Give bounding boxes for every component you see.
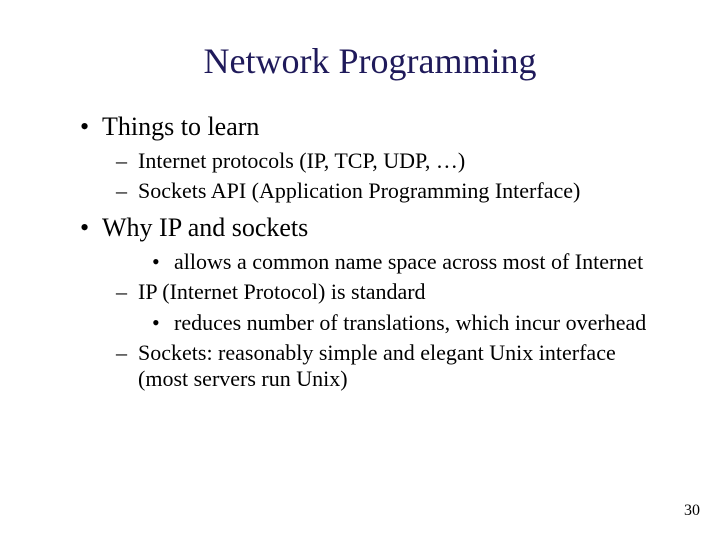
subbullet-sockets-api: –Sockets API (Application Programming In… [116, 178, 660, 204]
dash-marker: – [116, 279, 138, 305]
subsubbullet-namespace: •allows a common name space across most … [152, 249, 660, 275]
dash-marker: – [116, 340, 138, 393]
bullet-text: Sockets: reasonably simple and elegant U… [138, 340, 660, 393]
bullet-text: reduces number of translations, which in… [174, 310, 646, 336]
bullet-marker: • [80, 213, 102, 243]
bullet-text: allows a common name space across most o… [174, 249, 643, 275]
slide-title: Network Programming [80, 40, 660, 82]
bullet-why-ip: •Why IP and sockets [80, 213, 660, 243]
bullet-marker: • [152, 310, 174, 336]
bullet-text: Things to learn [102, 112, 259, 141]
bullet-marker: • [152, 249, 174, 275]
subbullet-ip-standard: –IP (Internet Protocol) is standard [116, 279, 660, 305]
page-number: 30 [684, 502, 700, 520]
dash-marker: – [116, 178, 138, 204]
bullet-text: Why IP and sockets [102, 213, 308, 242]
dash-marker: – [116, 148, 138, 174]
subbullet-protocols: –Internet protocols (IP, TCP, UDP, …) [116, 148, 660, 174]
bullet-text: Internet protocols (IP, TCP, UDP, …) [138, 148, 465, 174]
bullet-text: Sockets API (Application Programming Int… [138, 178, 580, 204]
bullet-text: IP (Internet Protocol) is standard [138, 279, 426, 305]
bullet-marker: • [80, 112, 102, 142]
bullet-things-to-learn: •Things to learn [80, 112, 660, 142]
subsubbullet-translations: •reduces number of translations, which i… [152, 310, 660, 336]
subbullet-sockets-unix: –Sockets: reasonably simple and elegant … [116, 340, 660, 393]
slide: Network Programming •Things to learn –In… [0, 0, 720, 540]
